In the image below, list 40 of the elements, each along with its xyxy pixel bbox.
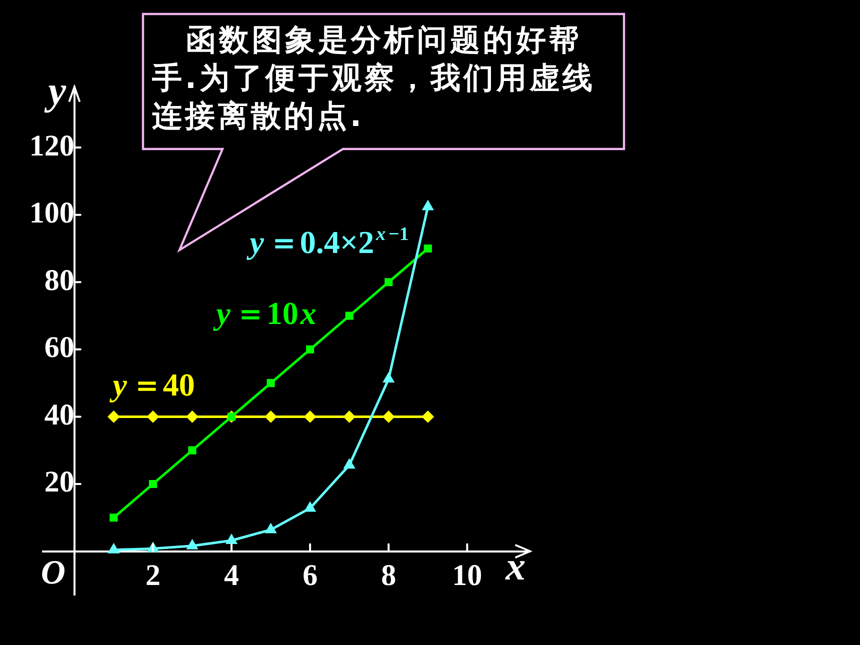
x-tick-label: 4: [224, 559, 240, 592]
y-axis-title: y: [44, 68, 66, 113]
point: [382, 410, 395, 423]
point: [382, 372, 394, 383]
point: [344, 458, 356, 469]
y-tick-label: 40: [44, 398, 74, 432]
point: [146, 410, 159, 423]
y-tick-label: 60: [44, 331, 74, 364]
point: [422, 410, 434, 423]
point: [384, 278, 393, 286]
point: [226, 534, 238, 544]
point: [266, 379, 275, 388]
point: [345, 312, 354, 320]
point: [304, 410, 316, 423]
point: [188, 446, 196, 454]
point: [110, 514, 118, 522]
y-tick-label: 20: [44, 466, 74, 499]
x-tick-label: 6: [302, 559, 318, 592]
point: [304, 502, 316, 512]
x-tick-label: 10: [452, 559, 482, 592]
point: [424, 244, 432, 253]
point: [108, 543, 120, 554]
y-tick-label: 80: [44, 264, 74, 297]
series-label: y＝10x: [212, 294, 316, 331]
x-axis-title: x: [504, 543, 526, 588]
x-tick-label: 8: [381, 559, 396, 592]
point: [264, 410, 277, 423]
point: [265, 523, 276, 534]
point: [108, 410, 120, 423]
point: [343, 410, 356, 423]
point: [186, 410, 198, 423]
point: [306, 345, 314, 354]
x-tick-label: 2: [145, 559, 160, 592]
point: [186, 539, 198, 550]
annotation: O: [40, 554, 66, 592]
y-tick-label: 100: [29, 196, 74, 230]
y-tick-label: 120: [29, 129, 74, 162]
annotation: 函数图象是分析问题的好帮手.为了便于观察，我们用虚线连接离散的点.: [152, 22, 596, 136]
point: [148, 480, 158, 488]
series-label: y＝40: [108, 366, 195, 403]
